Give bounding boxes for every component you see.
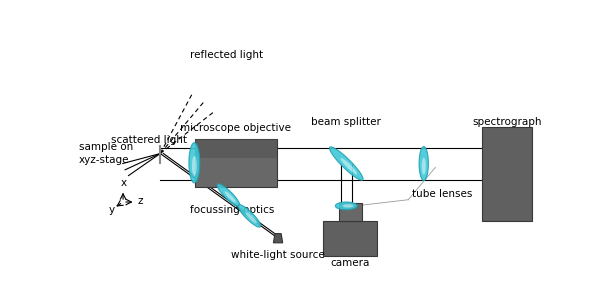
Polygon shape xyxy=(329,147,363,180)
Polygon shape xyxy=(224,191,236,202)
Bar xyxy=(323,221,377,256)
Text: focussing optics: focussing optics xyxy=(190,205,274,215)
Polygon shape xyxy=(274,233,283,243)
Text: y: y xyxy=(109,205,115,215)
Polygon shape xyxy=(335,202,357,210)
Bar xyxy=(195,139,277,187)
Polygon shape xyxy=(422,158,426,175)
Text: tube lenses: tube lenses xyxy=(412,189,473,199)
Polygon shape xyxy=(217,184,240,206)
Polygon shape xyxy=(419,147,428,181)
Bar xyxy=(195,139,277,158)
Polygon shape xyxy=(238,205,260,227)
Text: spectrograph: spectrograph xyxy=(472,117,542,127)
Polygon shape xyxy=(189,143,200,183)
Text: microscope objective: microscope objective xyxy=(180,123,291,133)
Text: beam splitter: beam splitter xyxy=(311,117,381,127)
Text: x: x xyxy=(121,178,127,188)
Text: white-light source: white-light source xyxy=(231,250,325,260)
Bar xyxy=(338,203,362,221)
Polygon shape xyxy=(343,204,353,208)
Polygon shape xyxy=(192,156,197,176)
Bar xyxy=(482,127,532,221)
Text: sample on
xyz-stage: sample on xyz-stage xyxy=(79,142,133,165)
Polygon shape xyxy=(245,212,257,223)
Text: scattered light: scattered light xyxy=(110,135,187,145)
Polygon shape xyxy=(341,158,357,174)
Text: camera: camera xyxy=(331,258,370,268)
Text: reflected light: reflected light xyxy=(190,50,263,60)
Text: z: z xyxy=(138,196,143,206)
